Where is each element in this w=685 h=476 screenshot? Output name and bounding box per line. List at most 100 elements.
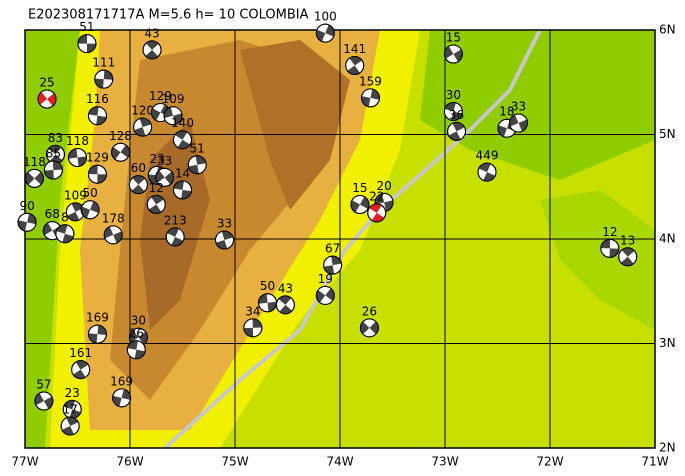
ball-quadrant: [38, 92, 48, 105]
ball-rim: [94, 69, 114, 89]
ball-quadrant: [97, 325, 107, 335]
ball-rim: [24, 168, 44, 188]
ball-quadrant: [52, 160, 63, 171]
ball-rim: [323, 255, 343, 275]
ball-rim: [315, 285, 335, 305]
x-tick-label: 73W: [431, 455, 458, 469]
focal-mechanism: [187, 155, 207, 175]
focal-mechanism: [71, 360, 91, 380]
focal-mechanism: [94, 69, 114, 89]
ball-quadrant: [71, 202, 84, 212]
focal-mechanism: [146, 195, 166, 215]
focal-mechanism: [43, 160, 63, 180]
ball-quadrant: [369, 321, 379, 335]
depth-label: 90: [19, 199, 34, 213]
focal-mechanism: [165, 227, 185, 247]
ball-quadrant: [77, 156, 87, 167]
ball-quadrant: [132, 175, 146, 185]
ball-quadrant: [316, 290, 326, 303]
ball-rim: [367, 203, 387, 223]
ball-rim: [80, 200, 100, 220]
depth-label: 15: [352, 181, 367, 195]
ball-rim: [87, 106, 107, 126]
ball-quadrant: [188, 164, 199, 174]
depth-label: 14: [175, 166, 190, 180]
focal-mechanism: [17, 212, 37, 232]
ball-quadrant: [112, 395, 122, 407]
ball-rim: [275, 295, 295, 315]
ball-quadrant: [609, 248, 619, 258]
ball-quadrant: [369, 203, 382, 213]
ball-quadrant: [453, 49, 463, 62]
focal-mechanism: [315, 285, 335, 305]
ball-rim: [133, 117, 153, 137]
y-tick-label: 4N: [659, 232, 676, 246]
depth-label: 111: [92, 56, 115, 70]
depth-label: 43: [144, 26, 159, 40]
depth-label: 161: [69, 346, 92, 360]
focal-mechanism: [111, 142, 131, 162]
depth-label: 129: [86, 151, 109, 165]
depth-label: 169: [110, 374, 133, 388]
focal-mechanism: [87, 324, 107, 344]
ball-quadrant: [279, 304, 293, 314]
ball-quadrant: [278, 295, 292, 305]
y-tick-label: 5N: [659, 127, 676, 141]
ball-rim: [600, 238, 620, 258]
depth-label: 141: [343, 42, 366, 56]
depth-label: 109: [64, 188, 87, 202]
focal-mechanism: [103, 225, 123, 245]
ball-quadrant: [243, 327, 254, 337]
ball-quadrant: [145, 40, 159, 50]
ball-rim: [165, 227, 185, 247]
ball-rim: [345, 56, 365, 76]
depth-label: 159: [359, 74, 382, 88]
ball-quadrant: [88, 106, 99, 116]
ball-rim: [43, 160, 63, 180]
ball-quadrant: [164, 171, 174, 185]
x-tick-label: 75W: [221, 455, 248, 469]
depth-label: 20: [376, 179, 391, 193]
ball-quadrant: [323, 265, 335, 275]
ball-quadrant: [151, 195, 164, 205]
ball-rim: [71, 360, 91, 380]
ball-rim: [443, 44, 463, 64]
depth-label: 17: [63, 403, 78, 417]
focal-mechanism: [24, 168, 44, 188]
depth-label: 43: [278, 281, 293, 295]
depth-label: 57: [36, 377, 51, 391]
focal-mechanism: [133, 117, 153, 137]
depth-label: 67: [325, 242, 340, 256]
focal-mechanism: [60, 416, 80, 436]
depth-label: 50: [82, 186, 97, 200]
ball-quadrant: [78, 34, 87, 44]
ball-quadrant: [86, 43, 96, 53]
focal-mechanism: [360, 88, 380, 108]
focal-mechanism: [34, 391, 54, 411]
ball-rim: [315, 23, 335, 43]
ball-quadrant: [452, 122, 465, 132]
y-tick-label: 6N: [659, 23, 676, 37]
ball-rim: [350, 195, 370, 215]
ball-quadrant: [361, 96, 371, 107]
ball-quadrant: [349, 56, 363, 66]
depth-label: 23: [65, 386, 80, 400]
depth-label: 12: [602, 225, 617, 239]
focal-mechanism: [345, 56, 365, 76]
depth-label: 118: [23, 155, 46, 169]
ball-quadrant: [43, 396, 53, 409]
ball-quadrant: [27, 213, 37, 225]
ball-quadrant: [88, 333, 98, 343]
ball-rim: [17, 212, 37, 232]
depth-label: 120: [131, 104, 154, 118]
depth-label: 128: [109, 129, 132, 143]
focal-mechanism: [126, 340, 146, 360]
ball-quadrant: [252, 318, 262, 328]
depth-label: 50: [260, 279, 275, 293]
focal-mechanism: [155, 167, 175, 187]
ball-quadrant: [151, 108, 161, 121]
ball-rim: [60, 416, 80, 436]
depth-label: 169: [86, 311, 109, 325]
ball-quadrant: [145, 49, 159, 59]
focal-mechanism: [87, 164, 107, 184]
